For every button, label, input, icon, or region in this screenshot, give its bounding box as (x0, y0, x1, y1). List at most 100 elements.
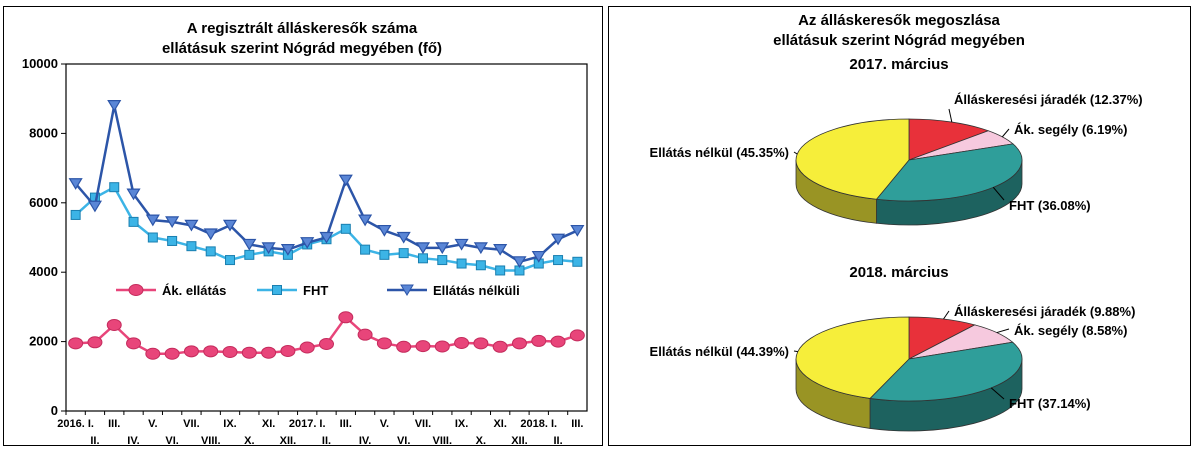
pie-label: Álláskeresési járadék (9.88%) (954, 304, 1135, 319)
data-point (126, 188, 141, 201)
x-tick-label: VI. (397, 435, 410, 444)
pie-label: Ellátás nélkül (44.39%) (650, 344, 789, 359)
data-point (70, 209, 81, 220)
data-point (338, 174, 353, 187)
data-point (396, 340, 412, 353)
x-tick-label: III. (340, 418, 352, 430)
y-tick-label: 10000 (22, 56, 58, 71)
data-point (186, 241, 197, 252)
data-point (456, 258, 467, 269)
x-tick-label: III. (571, 418, 583, 430)
pie-chart-panel: Az álláskeresők megoszlása ellátásuk sze… (608, 6, 1191, 446)
line-chart-title-line1: A regisztrált álláskeresők száma (187, 20, 418, 37)
pie-leader-line (793, 151, 798, 155)
pie-chart-title-line1: Az álláskeresők megoszlása (798, 12, 1000, 29)
pie-2017: Álláskeresési járadék (12.37%) Ák. segély… (650, 92, 1143, 226)
line-chart-panel: A regisztrált álláskeresők száma ellátás… (3, 6, 603, 446)
data-point (184, 219, 199, 232)
data-point (473, 242, 488, 255)
data-point (183, 345, 199, 358)
data-point (493, 244, 508, 256)
data-point (569, 329, 585, 342)
data-point (261, 346, 277, 359)
pie-slice (795, 118, 910, 200)
legend-marker (128, 284, 144, 296)
data-point (222, 219, 238, 232)
data-point (109, 182, 120, 193)
data-point (358, 214, 373, 227)
x-tick-label: 2016. I. (57, 418, 94, 430)
pie-label: Ák. segély (6.19%) (1014, 122, 1127, 137)
pie-label: FHT (37.14%) (1009, 396, 1091, 411)
x-tick-label: IX. (455, 418, 468, 430)
data-point (126, 337, 142, 350)
pie-leader-line (996, 328, 1010, 334)
data-point (454, 336, 470, 349)
data-point (377, 224, 392, 237)
data-point (379, 249, 390, 260)
x-tick-label: VIII. (432, 435, 452, 444)
data-point (340, 223, 351, 234)
data-point (531, 250, 546, 263)
line-chart: A regisztrált álláskeresők száma ellátás… (22, 20, 588, 444)
legend-label: Ák. ellátás (162, 283, 226, 298)
x-tick-label: X. (476, 435, 486, 444)
y-tick-label: 8000 (29, 125, 58, 140)
data-point (531, 334, 547, 347)
data-point (145, 214, 160, 227)
data-point (205, 246, 216, 257)
data-point (261, 242, 276, 255)
data-point (87, 200, 103, 213)
data-point (241, 346, 257, 359)
data-point (68, 178, 83, 190)
series-line-1 (74, 185, 578, 272)
data-point (225, 255, 236, 266)
x-tick-label: VI. (165, 435, 178, 444)
data-point (319, 231, 334, 244)
pie-leader-line (943, 310, 950, 320)
data-point (280, 244, 295, 256)
data-point (396, 231, 411, 244)
data-point (473, 337, 489, 350)
data-point (147, 232, 158, 243)
data-point (437, 255, 448, 266)
data-point (434, 340, 450, 353)
pie-chart-title-line2: ellátásuk szerint Nógrád megyében (773, 32, 1025, 49)
x-tick-label: 2018. I. (520, 418, 557, 430)
x-tick-label: V. (148, 418, 157, 430)
pie-label: FHT (36.08%) (1009, 198, 1091, 213)
data-point (511, 337, 527, 350)
pie-2018: Álláskeresési járadék (9.88%) Ák. segély … (650, 304, 1135, 432)
x-tick-label: 2017. I. (289, 418, 326, 430)
data-point (360, 244, 371, 255)
pie-leader-line (793, 350, 798, 353)
data-point (167, 235, 178, 246)
data-point (87, 336, 103, 349)
data-point (222, 346, 238, 359)
x-tick-label: II. (553, 435, 562, 444)
data-point (300, 237, 315, 249)
data-point (495, 265, 506, 276)
x-tick-label: II. (322, 435, 331, 444)
data-point (417, 253, 428, 264)
data-point (338, 311, 354, 324)
x-tick-label: XII. (280, 435, 297, 444)
data-point (512, 256, 527, 268)
legend-label: Ellátás nélküli (433, 283, 520, 298)
legend-marker (400, 284, 414, 296)
line-plot-area: 0 2000 4000 6000 8000 10000 2016. I. II. III. IV.… (22, 56, 588, 444)
data-point (550, 233, 566, 246)
data-point (145, 347, 161, 360)
data-point (435, 242, 450, 255)
data-point (164, 347, 180, 360)
data-point (68, 337, 84, 350)
x-tick-label: V. (380, 418, 389, 430)
x-tick-label: II. (90, 435, 99, 444)
y-tick-label: 4000 (29, 264, 58, 279)
data-point (128, 216, 139, 227)
data-point (376, 337, 392, 350)
y-tick-label: 6000 (29, 195, 58, 210)
x-tick-label: X. (244, 435, 254, 444)
data-point (572, 256, 583, 267)
x-tick-label: IV. (127, 435, 139, 444)
